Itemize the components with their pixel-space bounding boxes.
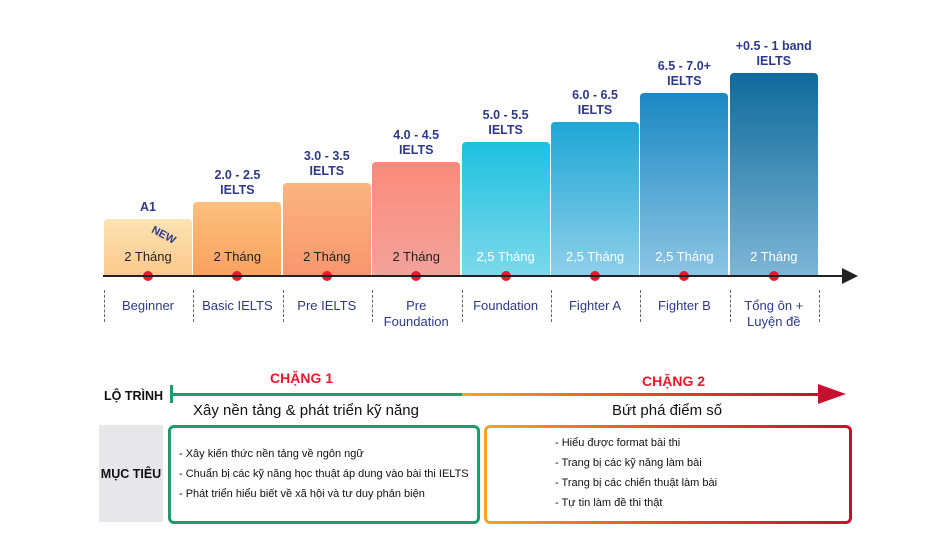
level-bar — [193, 202, 282, 277]
level-score: A1 — [140, 200, 156, 214]
level-score: 6.5 - 7.0+ IELTS — [657, 59, 711, 88]
level-duration: 2 Tháng — [303, 249, 351, 264]
level-name: Pre Foundation — [383, 298, 449, 329]
goal-item: - Xây kiến thức nền tảng về ngôn ngữ — [179, 448, 364, 460]
level-bar — [551, 122, 639, 277]
timeline-arrow-icon — [842, 268, 858, 284]
stage2-title: CHẶNG 2 — [642, 373, 706, 389]
goal-item: - Chuẩn bị các kỹ năng học thuật áp dung… — [179, 468, 469, 480]
level-score: 6.0 - 6.5 IELTS — [572, 88, 618, 117]
level-score: 2.0 - 2.5 IELTS — [214, 168, 261, 197]
goal-item: - Phát triển hiểu biết về xã hội và tư d… — [179, 488, 425, 500]
level-score: 4.0 - 4.5 IELTS — [393, 128, 440, 157]
level-separator — [461, 290, 463, 322]
level-name: Fighter A — [568, 298, 622, 313]
level-bar — [372, 162, 461, 277]
level-duration: 2 Tháng — [392, 249, 440, 264]
route-start-tick — [170, 385, 173, 403]
level-duration: 2 Tháng — [124, 249, 172, 264]
level-duration: 2,5 Tháng — [565, 249, 625, 264]
stage2-subtitle: Bứt phá điểm số — [612, 402, 723, 419]
stage1-title: CHẶNG 1 — [270, 370, 334, 386]
level-separator — [193, 290, 195, 322]
level-separator — [104, 290, 105, 322]
level-bar — [461, 142, 550, 277]
level-bar — [640, 93, 729, 277]
stage1-subtitle: Xây nền tảng & phát triển kỹ năng — [193, 402, 419, 419]
level-separator — [282, 290, 284, 322]
goals-label: MỤC TIÊU — [99, 425, 163, 522]
stage2-route-bar — [462, 393, 820, 396]
goal-item: - Tự tin làm đề thi thật — [555, 497, 663, 509]
goal-item: - Hiểu được format bài thi — [555, 437, 681, 449]
level-duration: 2 Tháng — [213, 249, 262, 264]
route-arrow-icon — [818, 384, 846, 404]
level-separator — [640, 290, 642, 322]
route-label: LỘ TRÌNH — [104, 389, 164, 403]
level-bar — [104, 219, 192, 277]
level-separator — [819, 290, 821, 322]
goal-item: - Trang bị các kỹ năng làm bài — [555, 457, 702, 469]
level-name: Beginner — [121, 298, 175, 313]
stage1-goals-box: - Xây kiến thức nền tảng về ngôn ngữ - C… — [168, 425, 480, 524]
level-score: +0.5 - 1 band IELTS — [735, 39, 812, 68]
timeline-axis — [103, 275, 848, 277]
level-bar — [282, 183, 371, 277]
stage1-route-bar — [172, 393, 462, 396]
level-name: Basic IELTS — [202, 298, 273, 313]
level-score: 3.0 - 3.5 IELTS — [303, 149, 350, 178]
stage2-goals-box: - Hiểu được format bài thi - Trang bị cá… — [484, 425, 852, 524]
level-name: Pre IELTS — [297, 298, 357, 313]
level-separator — [729, 290, 731, 322]
level-duration: 2,5 Tháng — [476, 249, 535, 264]
level-bar — [729, 73, 818, 277]
level-score: 5.0 - 5.5 IELTS — [482, 108, 529, 137]
goal-item: - Trang bị các chiến thuật làm bài — [555, 477, 718, 489]
level-separator — [372, 290, 374, 322]
level-name: Tổng ôn + Luyện đề — [744, 298, 804, 329]
level-duration: 2,5 Tháng — [655, 249, 714, 264]
level-name: Fighter B — [658, 298, 711, 313]
level-separator — [551, 290, 552, 322]
level-duration: 2 Tháng — [750, 249, 798, 264]
level-name: Foundation — [473, 298, 539, 313]
